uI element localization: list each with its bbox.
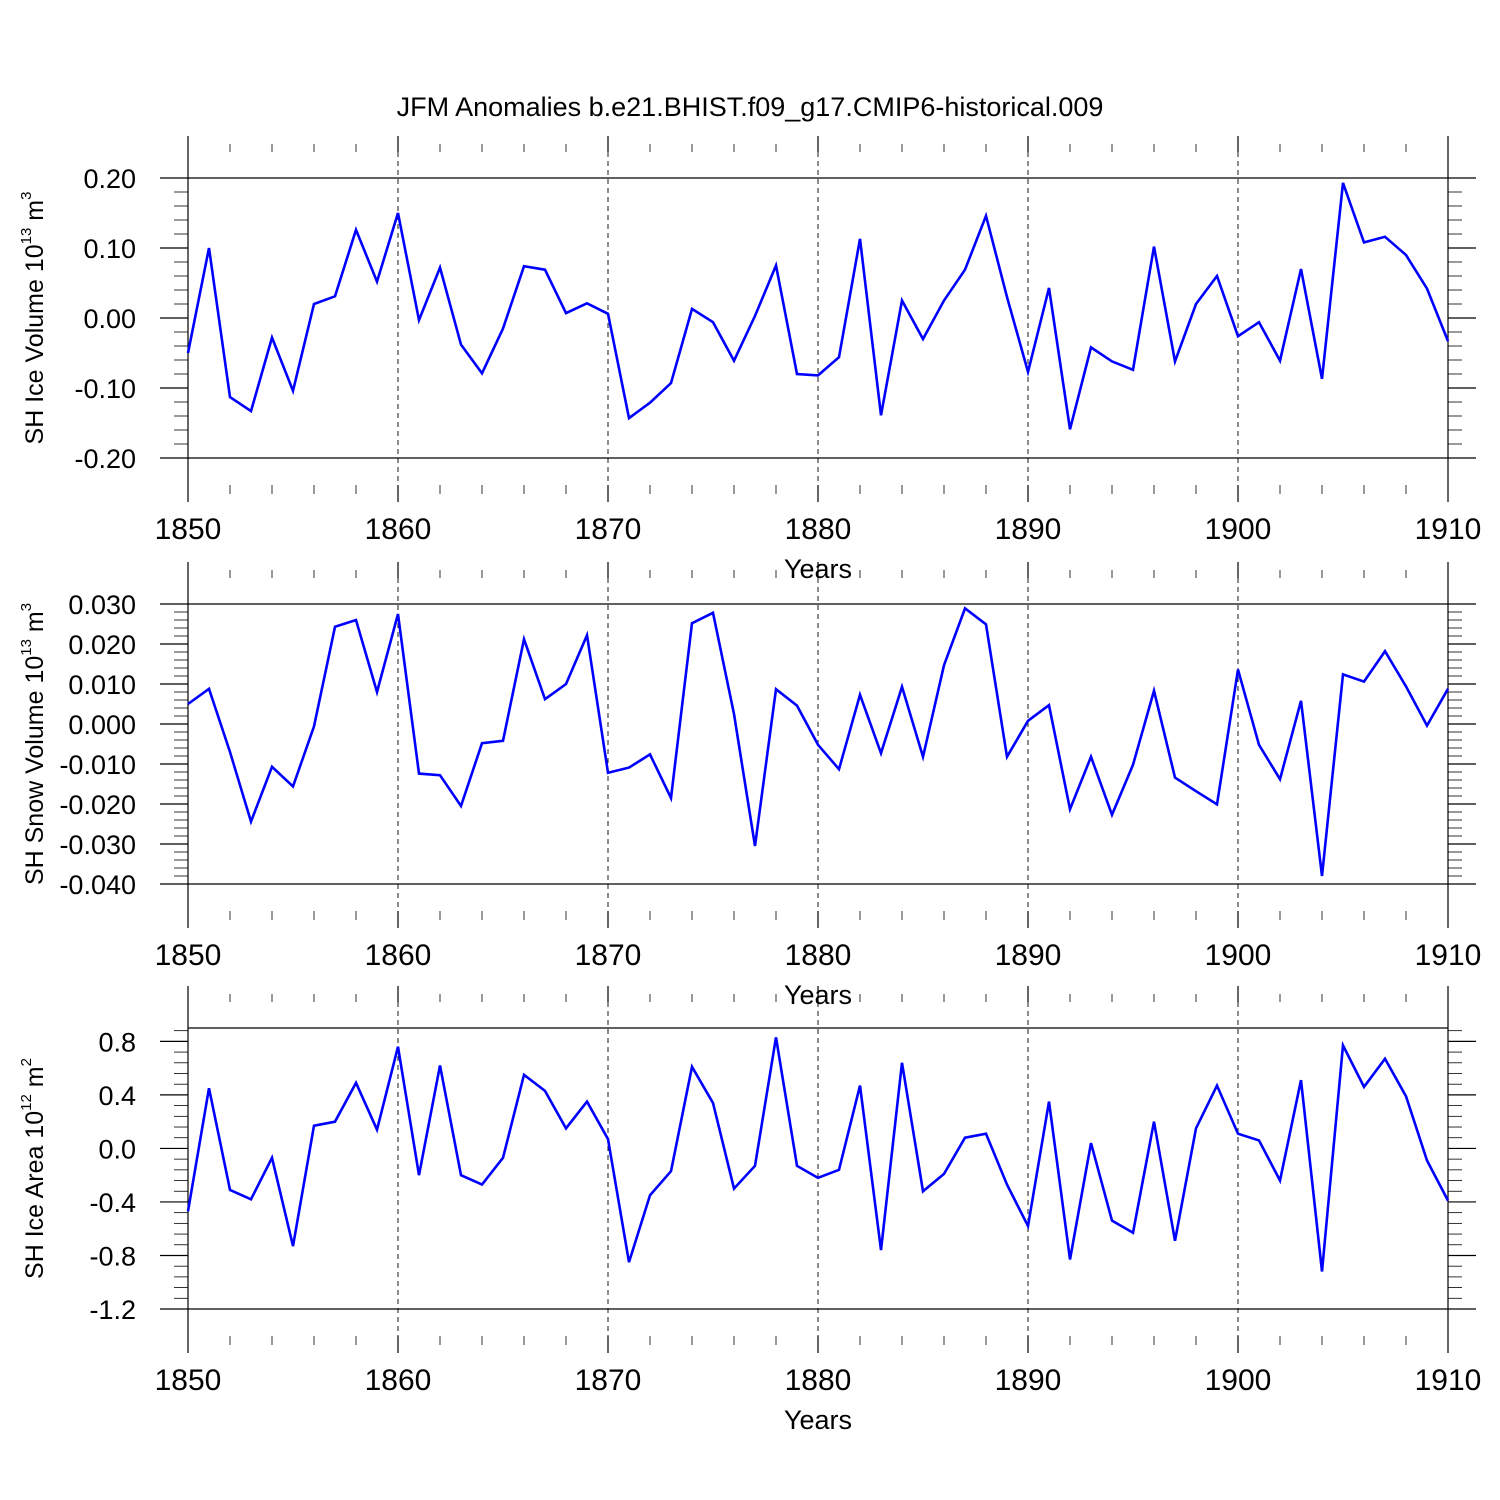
ice-area-ytick-label: 0.4 <box>98 1081 136 1111</box>
snow-volume-ylabel-unit-exponent: 3 <box>18 603 35 611</box>
ice-area-xtick-label: 1910 <box>1415 1364 1482 1397</box>
snow-volume-ylabel-text: SH Snow Volume 10 <box>21 656 49 885</box>
snow-volume-ytick-label: -0.010 <box>59 750 136 780</box>
ice-volume-ytick-label: 0.00 <box>83 304 136 334</box>
snow-volume-xtick-label: 1860 <box>365 939 432 972</box>
ice-area-xtick-label: 1850 <box>155 1364 222 1397</box>
ice-area-xtick-label: 1900 <box>1205 1364 1272 1397</box>
ice-area-ytick-label: -1.2 <box>89 1295 136 1325</box>
ice-area-xlabel: Years <box>784 1405 852 1435</box>
ice-area-xtick-label: 1890 <box>995 1364 1062 1397</box>
snow-volume-xtick-label: 1900 <box>1205 939 1272 972</box>
ice-area-ylabel-text: SH Ice Area 10 <box>21 1111 49 1279</box>
snow-volume-ylabel-unit: m <box>21 611 49 639</box>
ice-area-xtick-label: 1860 <box>365 1364 432 1397</box>
snow-volume-ytick-label: 0.030 <box>68 590 136 620</box>
snow-volume-xtick-label: 1850 <box>155 939 222 972</box>
ice-volume-ytick-label: 0.20 <box>83 164 136 194</box>
ice-volume-series-line <box>186 182 1450 430</box>
ice-area-series-line <box>186 1037 1450 1272</box>
ice-area-panel: 1850 1860 1870 1880 1890 1900 1910 0.8 0.4 0.0 -0.… <box>18 986 1481 1435</box>
ice-area-xtick-label: 1870 <box>575 1364 642 1397</box>
ice-volume-ytick-label: -0.10 <box>74 374 136 404</box>
snow-volume-ytick-label: 0.010 <box>68 670 136 700</box>
snow-volume-panel: 1850 1860 1870 1880 1890 1900 1910 0.030 0.020 0.… <box>18 562 1481 1010</box>
snow-volume-xtick-label: 1870 <box>575 939 642 972</box>
ice-volume-xtick-label: 1860 <box>365 513 432 546</box>
snow-volume-ytick-label: 0.000 <box>68 710 136 740</box>
ice-volume-xtick-label: 1850 <box>155 513 222 546</box>
snow-volume-xtick-label: 1910 <box>1415 939 1482 972</box>
chart-title: JFM Anomalies b.e21.BHIST.f09_g17.CMIP6-… <box>397 92 1104 122</box>
snow-volume-ytick-label: 0.020 <box>68 630 136 660</box>
ice-volume-xtick-label: 1910 <box>1415 513 1482 546</box>
ice-area-xtick-label: 1880 <box>785 1364 852 1397</box>
ice-volume-ylabel-unit-exponent: 3 <box>18 192 35 200</box>
ice-area-ylabel-unit: m <box>21 1066 49 1094</box>
snow-volume-ytick-label: -0.030 <box>59 830 136 860</box>
ice-volume-xtick-label: 1890 <box>995 513 1062 546</box>
ice-area-ylabel: SH Ice Area 1012 m2 <box>18 1058 49 1279</box>
ice-volume-ylabel: SH Ice Volume 1013 m3 <box>18 192 49 445</box>
ice-volume-panel: 1850 1860 1870 1880 1890 1900 1910 0.20 0.10 0.00… <box>18 136 1481 584</box>
snow-volume-ylabel: SH Snow Volume 1013 m3 <box>18 603 49 885</box>
snow-volume-ytick-label: -0.020 <box>59 790 136 820</box>
snow-volume-xtick-label: 1880 <box>785 939 852 972</box>
ice-area-ytick-label: 0.0 <box>98 1134 136 1164</box>
snow-volume-series-line <box>187 606 1450 877</box>
ice-volume-ylabel-exponent: 13 <box>18 228 35 245</box>
snow-volume-xtick-label: 1890 <box>995 939 1062 972</box>
ice-area-ytick-label: -0.4 <box>89 1188 136 1218</box>
ice-volume-xtick-label: 1900 <box>1205 513 1272 546</box>
snow-volume-ytick-label: -0.040 <box>59 870 136 900</box>
ice-area-ylabel-exponent: 12 <box>18 1094 35 1111</box>
ice-volume-xtick-label: 1870 <box>575 513 642 546</box>
ice-volume-xtick-label: 1880 <box>785 513 852 546</box>
snow-volume-ylabel-exponent: 13 <box>18 639 35 656</box>
ice-volume-ylabel-unit: m <box>21 200 49 228</box>
ice-area-ytick-label: 0.8 <box>98 1027 136 1057</box>
ice-volume-ytick-label: -0.20 <box>74 444 136 474</box>
ice-volume-ytick-label: 0.10 <box>83 234 136 264</box>
ice-area-ytick-label: -0.8 <box>89 1241 136 1271</box>
ice-area-ylabel-unit-exponent: 2 <box>18 1058 35 1066</box>
ice-volume-ylabel-text: SH Ice Volume 10 <box>21 244 49 444</box>
